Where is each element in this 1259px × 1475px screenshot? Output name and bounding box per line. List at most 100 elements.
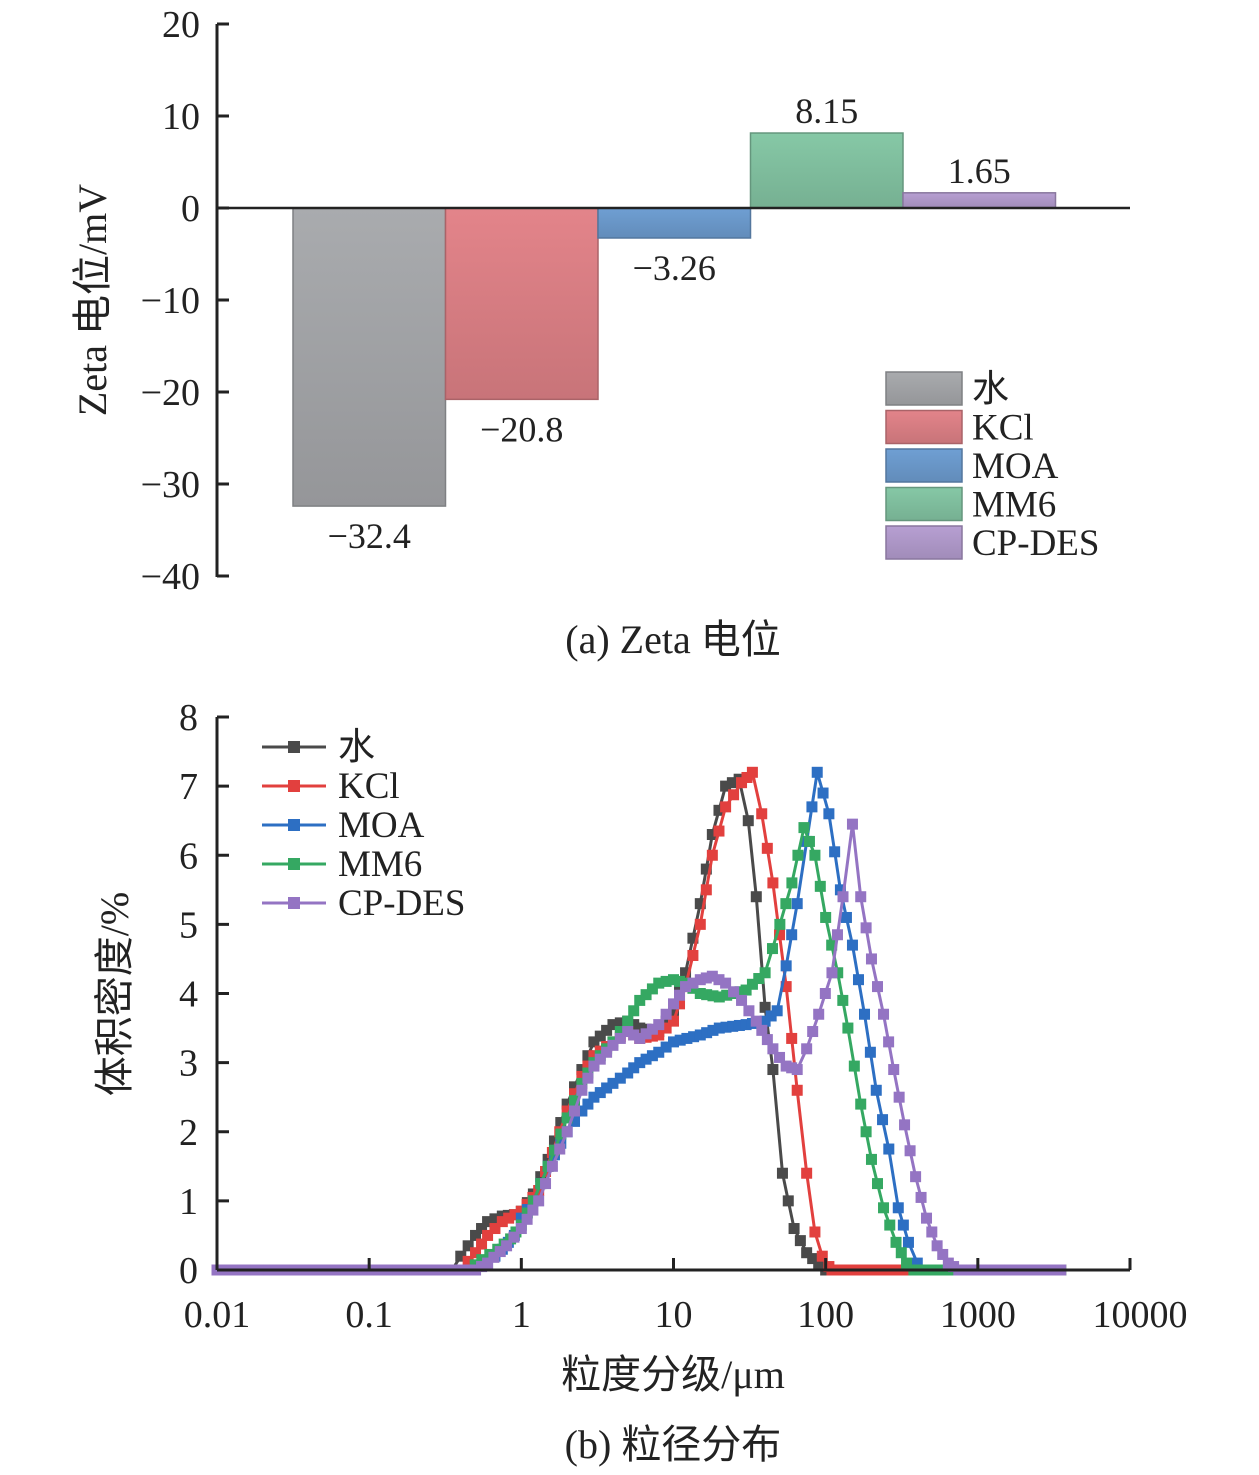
data-point bbox=[701, 1027, 713, 1039]
data-point bbox=[640, 989, 652, 1001]
y-tick-label: 0 bbox=[179, 1250, 198, 1292]
data-point bbox=[921, 1212, 933, 1224]
data-point bbox=[855, 1098, 867, 1110]
data-point bbox=[569, 1105, 581, 1117]
y-ticks-b: 0 1 2 3 4 5 6 7 8 bbox=[179, 697, 229, 1292]
data-point bbox=[911, 1257, 923, 1269]
data-point bbox=[756, 1024, 768, 1036]
legend-marker bbox=[288, 897, 300, 909]
data-point bbox=[901, 1257, 913, 1269]
data-point bbox=[674, 1034, 686, 1046]
data-point bbox=[837, 891, 849, 903]
data-point bbox=[786, 929, 798, 941]
y-tick-label: −10 bbox=[141, 280, 200, 322]
data-point bbox=[660, 1022, 672, 1034]
bar-value-label: −32.4 bbox=[328, 516, 411, 556]
data-point bbox=[774, 918, 786, 930]
data-point bbox=[582, 1072, 594, 1084]
data-point bbox=[694, 1029, 706, 1041]
data-point bbox=[601, 1024, 613, 1036]
y-tick-label: 3 bbox=[179, 1043, 198, 1085]
data-point bbox=[482, 1216, 494, 1228]
data-point bbox=[750, 1015, 762, 1027]
data-point bbox=[707, 1024, 719, 1036]
bar-value-label: −3.26 bbox=[633, 248, 716, 288]
data-point bbox=[826, 939, 838, 951]
data-point bbox=[680, 981, 692, 993]
data-point bbox=[668, 974, 679, 986]
data-point bbox=[817, 787, 829, 799]
data-point bbox=[774, 1051, 786, 1063]
data-point bbox=[782, 1195, 794, 1207]
data-point bbox=[809, 849, 821, 861]
data-point bbox=[780, 960, 792, 972]
data-point bbox=[582, 1060, 594, 1072]
data-point bbox=[561, 1105, 573, 1117]
data-point bbox=[476, 1254, 488, 1266]
data-point bbox=[798, 822, 810, 834]
x-tick-label: 1 bbox=[512, 1294, 531, 1336]
data-point bbox=[826, 967, 838, 979]
data-point bbox=[780, 981, 792, 993]
data-point bbox=[871, 1178, 883, 1190]
data-point bbox=[832, 967, 844, 979]
y-tick-label: 5 bbox=[179, 904, 198, 946]
data-point bbox=[496, 1216, 508, 1228]
data-point bbox=[766, 943, 778, 955]
data-point bbox=[791, 1084, 803, 1096]
data-point bbox=[848, 1060, 860, 1072]
data-point bbox=[840, 911, 852, 923]
data-point bbox=[870, 1084, 882, 1096]
data-point bbox=[628, 1029, 640, 1041]
legend-label: MM6 bbox=[972, 485, 1056, 526]
data-point bbox=[897, 1219, 909, 1231]
data-point bbox=[788, 1223, 800, 1235]
data-point bbox=[721, 989, 733, 1001]
data-point bbox=[776, 1167, 788, 1179]
data-point bbox=[706, 829, 718, 841]
data-point bbox=[915, 1191, 927, 1203]
legend-label: 水 bbox=[338, 727, 375, 768]
data-point bbox=[771, 1005, 783, 1017]
data-point bbox=[792, 849, 804, 861]
data-point bbox=[780, 898, 792, 910]
data-point bbox=[668, 1005, 679, 1017]
data-point bbox=[877, 1114, 889, 1126]
data-point bbox=[588, 1036, 600, 1048]
data-point bbox=[767, 1043, 779, 1055]
data-point bbox=[614, 1026, 626, 1038]
data-point bbox=[860, 1126, 872, 1138]
data-point bbox=[701, 989, 713, 1001]
data-point bbox=[509, 1209, 521, 1221]
data-point bbox=[607, 1019, 619, 1031]
data-point bbox=[501, 1240, 513, 1252]
data-point bbox=[829, 846, 841, 858]
y-tick-label: 10 bbox=[162, 96, 200, 138]
legend-label: KCl bbox=[972, 408, 1034, 449]
data-point bbox=[884, 1219, 896, 1231]
data-point bbox=[842, 1022, 854, 1034]
data-point bbox=[767, 877, 779, 889]
data-point bbox=[594, 1087, 606, 1099]
data-point bbox=[700, 972, 712, 984]
legend-swatch-MOA bbox=[885, 448, 963, 483]
data-point bbox=[680, 967, 692, 979]
data-point bbox=[801, 1247, 813, 1259]
data-point bbox=[855, 891, 867, 903]
y-tick-label: −30 bbox=[141, 464, 200, 506]
data-point bbox=[816, 1250, 828, 1262]
y-tick-label: 8 bbox=[179, 697, 198, 739]
legend-label: MM6 bbox=[338, 844, 422, 885]
data-point bbox=[713, 991, 725, 1003]
data-point bbox=[700, 884, 712, 896]
bar-value-label: 1.65 bbox=[948, 151, 1011, 191]
data-point bbox=[700, 863, 712, 875]
data-point bbox=[707, 990, 719, 1002]
bar-value-labels: −32.4 −20.8 −3.26 8.15 1.65 bbox=[328, 91, 1011, 556]
data-point bbox=[860, 922, 872, 934]
data-point bbox=[761, 842, 773, 854]
data-point bbox=[634, 994, 646, 1006]
y-tick-label: 0 bbox=[181, 188, 200, 230]
data-point bbox=[653, 1029, 665, 1041]
